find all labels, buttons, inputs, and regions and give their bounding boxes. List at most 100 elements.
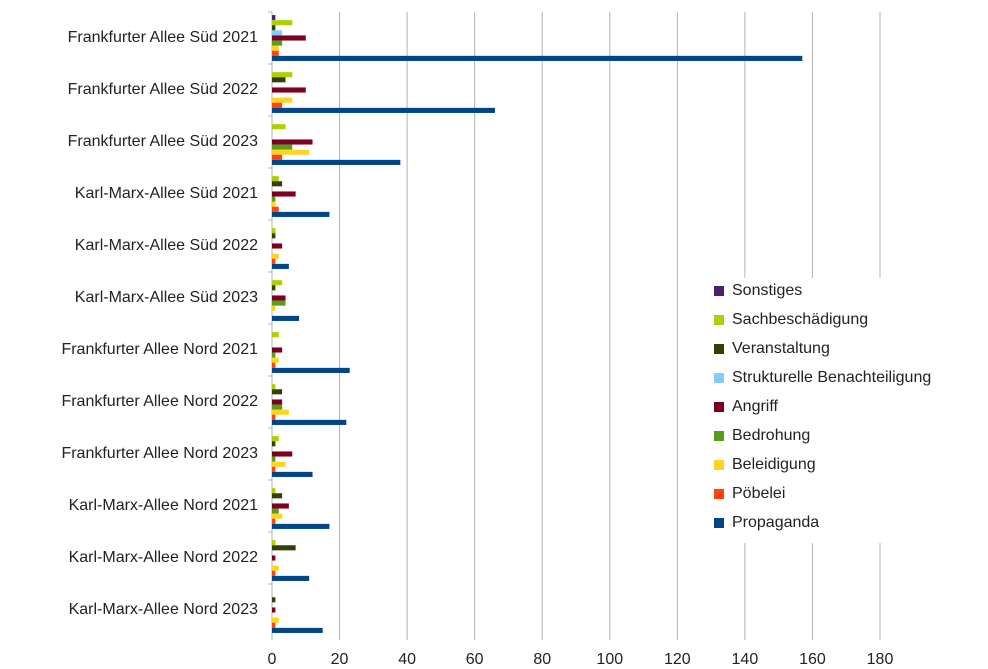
bar [272,399,283,405]
legend-label: Veranstaltung [732,340,830,357]
bar [272,436,279,442]
bar [272,555,276,561]
bar [272,493,283,499]
bar [272,149,310,155]
legend-label: Angriff [732,398,779,415]
bar [272,35,306,41]
bar [272,570,276,576]
bar [272,139,313,145]
legend-label: Sachbeschädigung [732,311,868,328]
bar [272,503,289,509]
bar [272,540,276,546]
bar [272,15,276,21]
legend-label: Beleidigung [732,456,816,473]
bar [272,357,279,363]
x-tick-label: 180 [867,651,894,668]
x-tick-label: 120 [664,651,691,668]
legend-label: Strukturelle Benachteiligung [732,369,931,386]
legend-swatch [714,344,724,354]
bar [272,367,350,373]
bar [272,545,296,551]
bar [272,176,279,182]
x-tick-label: 80 [533,651,551,668]
bar [272,575,310,581]
y-tick-label: Frankfurter Allee Süd 2023 [68,133,258,150]
bar [272,55,803,61]
y-tick-label: Frankfurter Allee Süd 2021 [68,29,258,46]
bar [272,488,276,494]
bar [272,206,279,212]
bar [272,565,279,571]
bar [272,627,323,633]
legend-swatch [714,489,724,499]
y-tick-label: Frankfurter Allee Nord 2021 [61,341,258,358]
bar [272,40,283,46]
y-tick-label: Karl-Marx-Allee Nord 2023 [69,601,259,618]
bar [272,233,276,239]
bar [272,124,286,130]
bar [272,154,283,160]
bar [272,419,347,425]
bar [272,87,306,93]
legend-box [706,278,988,543]
bar [272,263,289,269]
bar [272,607,276,613]
bar [272,97,293,103]
bar [272,471,313,477]
legend-swatch [714,431,724,441]
bar [272,159,401,165]
bar [272,362,276,368]
bar [272,508,279,514]
bar [272,347,283,353]
bar [272,332,279,338]
bar [272,622,276,628]
bar [272,523,330,529]
legend-label: Bedrohung [732,427,810,444]
bar [272,315,300,321]
bar [272,211,330,217]
bar [272,253,279,259]
legend-label: Propaganda [732,514,819,531]
legend-swatch [714,315,724,325]
bar [272,77,286,83]
x-tick-label: 40 [398,651,416,668]
bar [272,243,283,249]
bar [272,461,286,467]
bar [272,45,279,51]
bar [272,466,276,472]
legend-swatch [714,460,724,470]
bar [272,305,276,311]
bar [272,409,289,415]
bar [272,191,296,197]
bar [272,384,276,390]
bar [272,107,495,113]
bar [272,389,283,395]
bar [272,280,283,286]
bar [272,617,279,623]
bar [272,20,293,26]
y-tick-label: Karl-Marx-Allee Süd 2021 [75,185,258,202]
x-tick-label: 160 [799,651,826,668]
bar [272,597,276,603]
bar [272,513,283,519]
legend-swatch [714,402,724,412]
bar [272,201,276,207]
bar [272,228,276,234]
bar [272,300,286,306]
y-tick-label: Karl-Marx-Allee Nord 2021 [69,497,259,514]
legend-label: Pöbelei [732,485,785,502]
bar [272,72,293,78]
x-tick-label: 60 [466,651,484,668]
bar [272,181,283,187]
y-tick-label: Karl-Marx-Allee Nord 2022 [69,549,259,566]
legend-swatch [714,286,724,296]
bar [272,25,276,31]
bar [272,144,293,150]
bar [272,196,276,202]
x-tick-label: 100 [596,651,623,668]
bar [272,50,279,56]
y-tick-label: Karl-Marx-Allee Süd 2023 [75,289,258,306]
bar [272,352,276,358]
bar [272,30,283,36]
